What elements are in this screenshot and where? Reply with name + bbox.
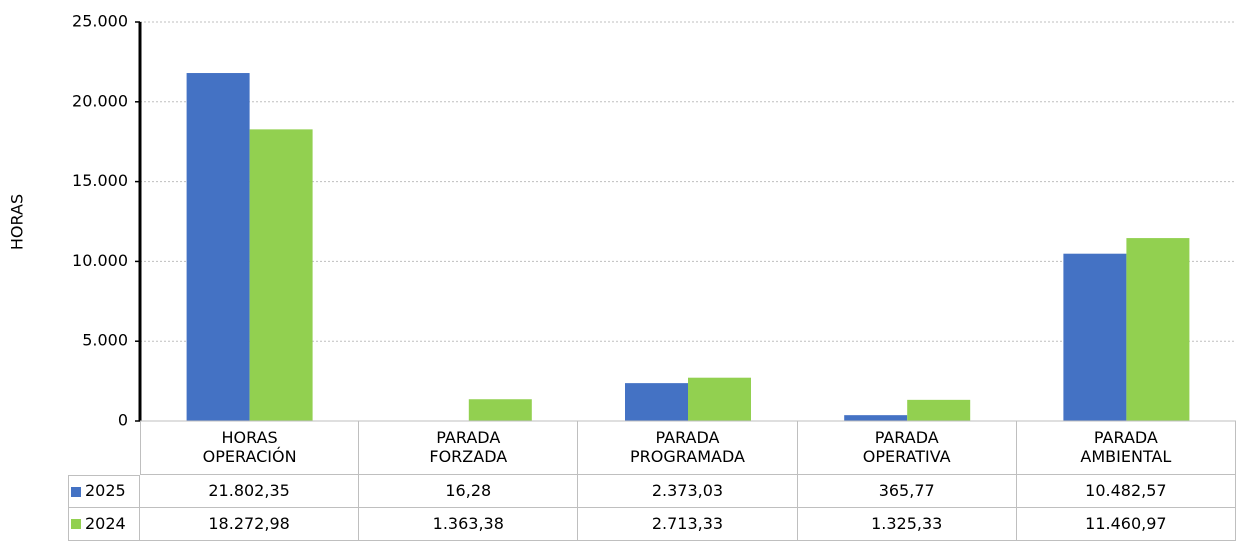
legend-entry-text: 2024	[85, 513, 126, 533]
category-label: PARADA FORZADA	[359, 421, 579, 475]
bar	[1126, 238, 1190, 421]
data-table-value-text: 10.482,57	[1085, 480, 1167, 500]
data-table-value-text: 1.363,38	[432, 513, 504, 533]
category-label: PARADA AMBIENTAL	[1016, 421, 1236, 475]
y-tick-label: 0	[118, 411, 128, 430]
y-tick-label: 15.000	[72, 171, 128, 190]
bar	[468, 399, 532, 421]
category-label-text: PARADA AMBIENTAL	[1080, 428, 1172, 466]
bar	[186, 73, 250, 422]
data-table-value-text: 365,77	[878, 480, 935, 500]
bar	[907, 399, 971, 421]
category-label-text: PARADA PROGRAMADA	[630, 428, 745, 466]
category-label-text: PARADA OPERATIVA	[862, 428, 951, 466]
legend-entry: 2025	[68, 475, 140, 508]
category-label: PARADA PROGRAMADA	[578, 421, 798, 475]
category-label: PARADA OPERATIVA	[797, 421, 1017, 475]
data-table-value: 16,28	[359, 475, 579, 508]
y-tick-label: 10.000	[72, 251, 128, 270]
y-tick-label: 5.000	[82, 331, 128, 350]
bar	[688, 377, 751, 421]
y-tick-label: 20.000	[72, 91, 128, 110]
data-table-value-text: 1.325,33	[871, 513, 943, 533]
legend-entry-text: 2025	[85, 481, 126, 501]
data-table-value: 2.373,03	[578, 475, 798, 508]
data-table-value-text: 11.460,97	[1085, 513, 1167, 533]
data-table-value-text: 16,28	[445, 480, 492, 500]
category-label-text: HORAS OPERACIÓN	[202, 428, 297, 466]
data-table-value: 2.713,33	[578, 508, 798, 541]
y-axis-label: HORAS	[8, 194, 27, 250]
data-table-value-text: 2.713,33	[651, 513, 724, 533]
data-table-value-text: 21.802,35	[208, 480, 290, 500]
data-table-value-text: 2.373,03	[651, 480, 724, 500]
data-table-value: 10.482,57	[1016, 475, 1236, 508]
data-table-value: 11.460,97	[1016, 508, 1236, 541]
bar	[625, 383, 688, 421]
data-table-value-text: 18.272,98	[208, 513, 290, 533]
bar	[844, 415, 908, 421]
data-table-value: 1.363,38	[359, 508, 579, 541]
y-tick-label: 25.000	[72, 12, 128, 31]
legend-entry: 2024	[68, 508, 140, 541]
category-label-text: PARADA FORZADA	[429, 428, 508, 466]
bar	[249, 129, 313, 422]
bar	[1063, 253, 1127, 421]
data-table-value: 1.325,33	[797, 508, 1017, 541]
data-table-value: 365,77	[797, 475, 1017, 508]
data-table-value: 21.802,35	[140, 475, 360, 508]
legend-swatch	[71, 486, 81, 497]
data-table-value: 18.272,98	[140, 508, 360, 541]
legend-swatch	[71, 519, 81, 529]
category-label: HORAS OPERACIÓN	[140, 421, 360, 475]
